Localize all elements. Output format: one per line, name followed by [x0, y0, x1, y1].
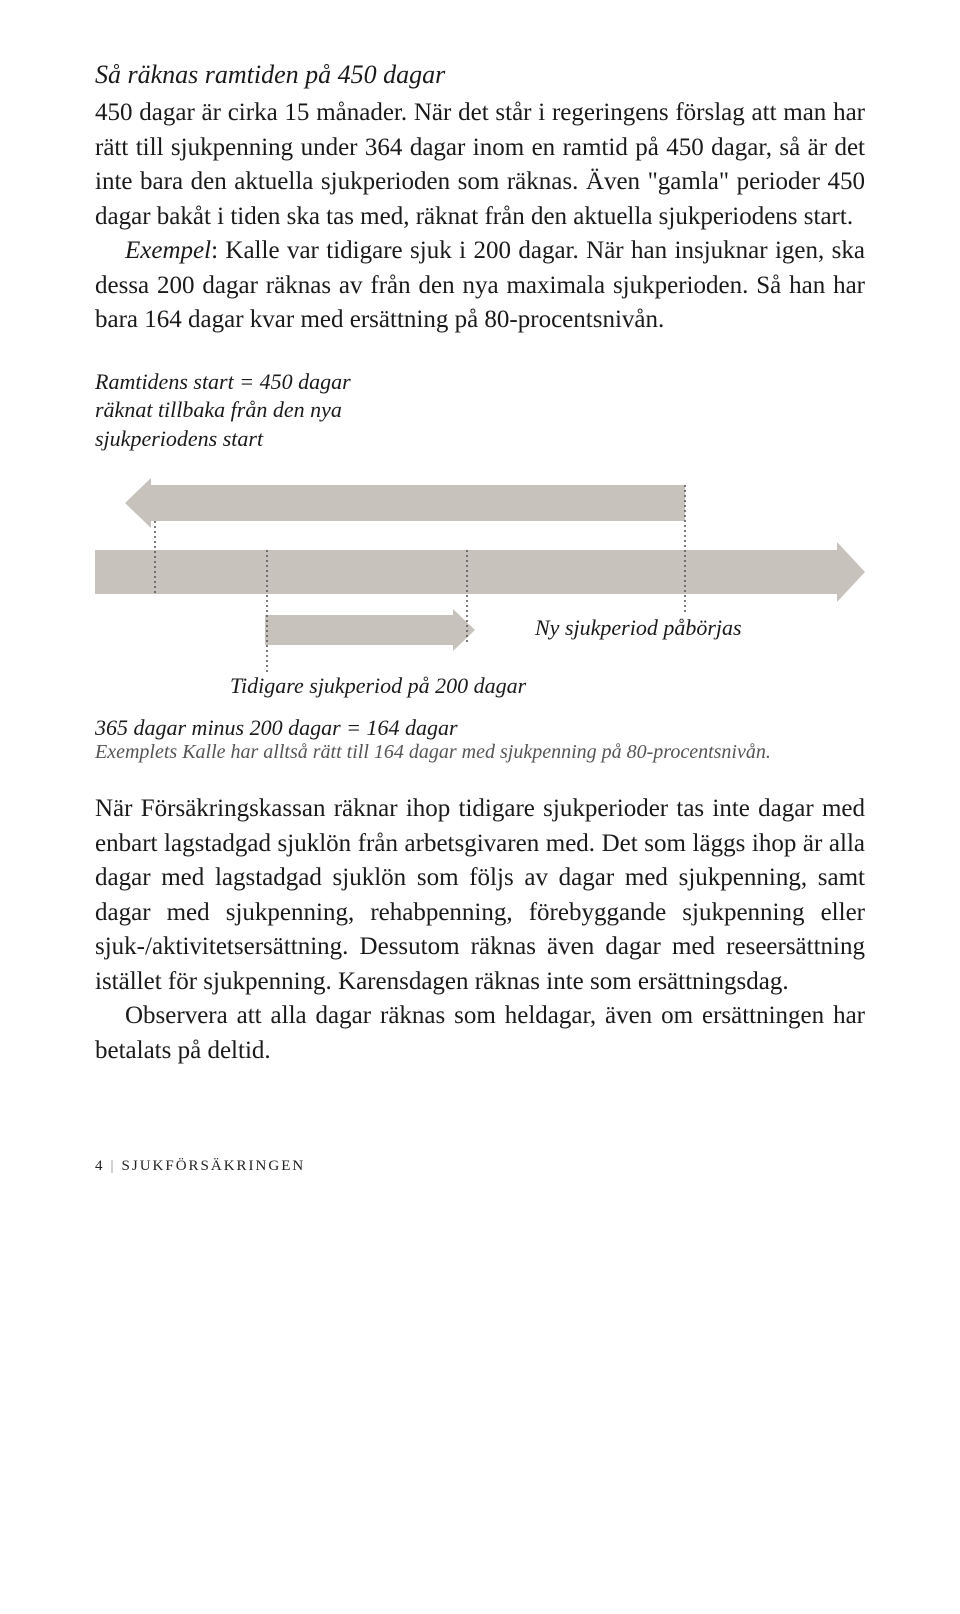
caption-line-3: sjukperiodens start: [95, 425, 865, 454]
footer-separator: |: [111, 1158, 116, 1174]
diagram-svg: [95, 465, 865, 705]
caption-line-1: Ramtidens start = 450 dagar: [95, 368, 865, 397]
label-tidigare-sjukperiod: Tidigare sjukperiod på 200 dagar: [230, 673, 526, 699]
diagram-caption: Ramtidens start = 450 dagar räknat tillb…: [95, 368, 865, 454]
example-rest: : Kalle var tidigare sjuk i 200 dagar. N…: [95, 237, 865, 333]
example-lead: Exempel: [125, 237, 211, 264]
paragraph-2: Exempel: Kalle var tidigare sjuk i 200 d…: [95, 234, 865, 338]
footer-title: SJUKFÖRSÄKRINGEN: [122, 1158, 306, 1174]
label-ny-sjukperiod: Ny sjukperiod påbörjas: [535, 615, 742, 641]
timeline-diagram: Ny sjukperiod påbörjas Tidigare sjukperi…: [95, 465, 865, 705]
calculation-line: 365 dagar minus 200 dagar = 164 dagar: [95, 715, 865, 741]
page-number: 4: [95, 1158, 105, 1174]
paragraph-3: När Försäkringskassan räknar ihop tidiga…: [95, 792, 865, 999]
page-footer: 4 | SJUKFÖRSÄKRINGEN: [95, 1158, 865, 1175]
section-heading: Så räknas ramtiden på 450 dagar: [95, 60, 865, 90]
paragraph-4: Observera att alla dagar räknas som held…: [95, 999, 865, 1068]
paragraph-1: 450 dagar är cirka 15 månader. När det s…: [95, 96, 865, 234]
example-footnote: Exemplets Kalle har alltså rätt till 164…: [95, 741, 865, 764]
caption-line-2: räknat tillbaka från den nya: [95, 396, 865, 425]
